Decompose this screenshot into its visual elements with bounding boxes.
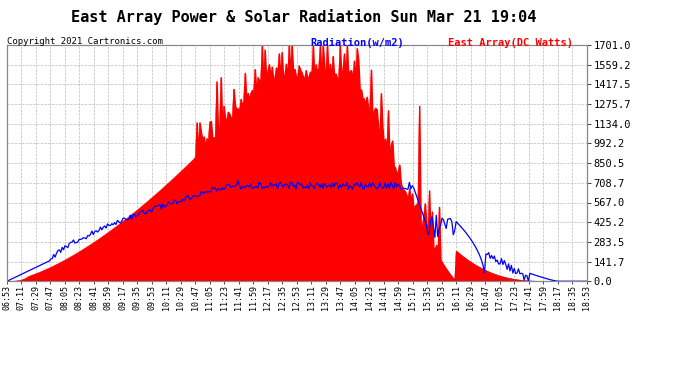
Text: East Array(DC Watts): East Array(DC Watts) [448, 38, 573, 48]
Text: East Array Power & Solar Radiation Sun Mar 21 19:04: East Array Power & Solar Radiation Sun M… [71, 9, 536, 26]
Text: Copyright 2021 Cartronics.com: Copyright 2021 Cartronics.com [7, 38, 163, 46]
Text: Radiation(w/m2): Radiation(w/m2) [310, 38, 404, 48]
